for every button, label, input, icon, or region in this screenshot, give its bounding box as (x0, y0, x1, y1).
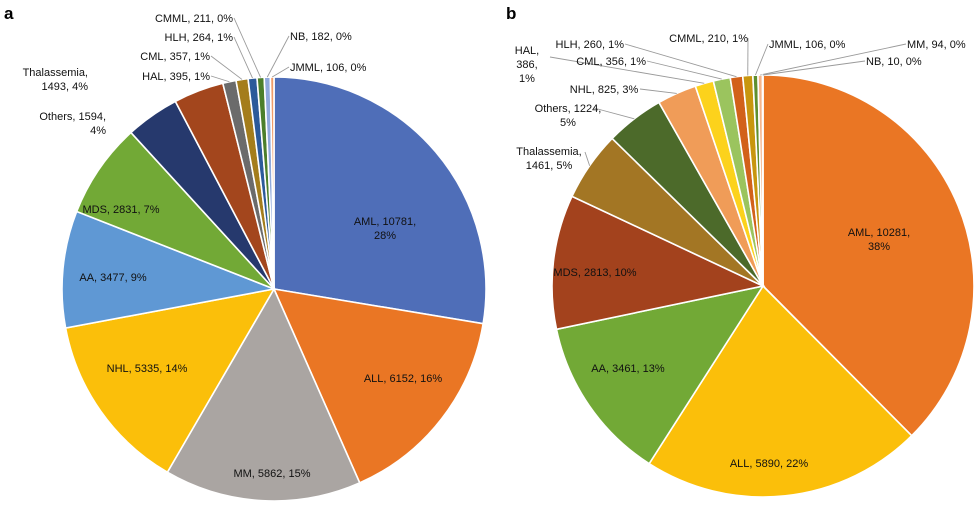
slice-label-hal: HAL, 395, 1% (142, 71, 210, 83)
slice-label-hal: HAL, 386, 1% (515, 45, 539, 85)
slice-label-jmml: JMML, 106, 0% (769, 39, 846, 51)
slice-label-others: Others, 1594, 4% (39, 111, 106, 137)
pie-slice-mds (551, 195, 766, 331)
pie-slice-aa (61, 210, 277, 329)
slice-label-cmml: CMML, 210, 1% (669, 33, 748, 45)
leader-line-nb (266, 35, 290, 78)
slice-label-thalassemia: Thalassemia, 1493, 4% (23, 67, 89, 93)
slice-label-cmml: CMML, 211, 0% (155, 13, 233, 25)
pie-slice-all (648, 284, 913, 498)
pie-slice-nhl (64, 287, 276, 474)
slice-label-aml: AML, 10281, 38% (848, 227, 910, 253)
leader-line-others (593, 107, 635, 120)
slice-label-hlh: HLH, 260, 1% (556, 39, 625, 51)
leader-line-nb (762, 60, 866, 76)
slice-label-others: Others, 1224, 5% (535, 103, 602, 129)
pie-slice-jmml (269, 76, 275, 290)
pie-slice-all (272, 287, 485, 484)
leader-line-nhl (639, 88, 677, 94)
pie-slice-aa (555, 284, 765, 465)
leader-line-hlh (233, 36, 253, 79)
leader-line-cml (210, 55, 243, 80)
slice-label-cml: CML, 357, 1% (140, 51, 210, 63)
pie-slice-aml (762, 74, 975, 437)
slice-label-nb: NB, 10, 0% (866, 56, 922, 68)
slice-label-jmml: JMML, 106, 0% (290, 62, 367, 74)
leader-line-jmml (271, 66, 290, 78)
leader-line-thalassemia (584, 151, 591, 166)
slice-label-mds: MDS, 2831, 7% (82, 204, 159, 216)
slice-label-aa: AA, 3477, 9% (79, 272, 146, 284)
slice-label-aa: AA, 3461, 13% (591, 363, 665, 375)
slice-label-cml: CML, 356, 1% (576, 56, 646, 68)
pie-slice-mm (166, 287, 361, 502)
slice-label-mm: MM, 5862, 15% (233, 468, 310, 480)
panel-label-b: b (506, 4, 516, 23)
slice-label-nb: NB, 182, 0% (290, 31, 352, 43)
leader-line-hlh (624, 43, 737, 78)
slice-label-aml: AML, 10781, 28% (354, 216, 416, 242)
slice-label-thalassemia: Thalassemia, 1461, 5% (516, 146, 581, 172)
slice-label-all: ALL, 6152, 16% (364, 373, 443, 385)
leader-line-hal (549, 56, 705, 84)
pie-slice-aml (273, 76, 487, 325)
leader-line-cmml (233, 17, 261, 78)
slice-label-mds: MDS, 2813, 10% (553, 267, 636, 279)
slice-label-hlh: HLH, 264, 1% (165, 32, 234, 44)
leader-line-hal (210, 75, 230, 83)
slice-label-all: ALL, 5890, 22% (730, 458, 809, 470)
leader-line-jmml (754, 43, 769, 76)
slice-label-mm: MM, 94, 0% (907, 39, 966, 51)
pie-chart-a: AML, 10781, 28% ALL, 6152, 16% MM, 5862, 15… (23, 13, 487, 502)
slice-label-nhl: NHL, 825, 3% (570, 84, 639, 96)
leader-line-cml (646, 60, 722, 80)
leader-line-mm (760, 43, 907, 76)
panel-label-a: a (4, 4, 14, 23)
slice-label-nhl: NHL, 5335, 14% (107, 363, 188, 375)
pie-chart-b: AML, 10281, 38% ALL, 5890, 22% AA, 3461, 13… (515, 33, 975, 498)
